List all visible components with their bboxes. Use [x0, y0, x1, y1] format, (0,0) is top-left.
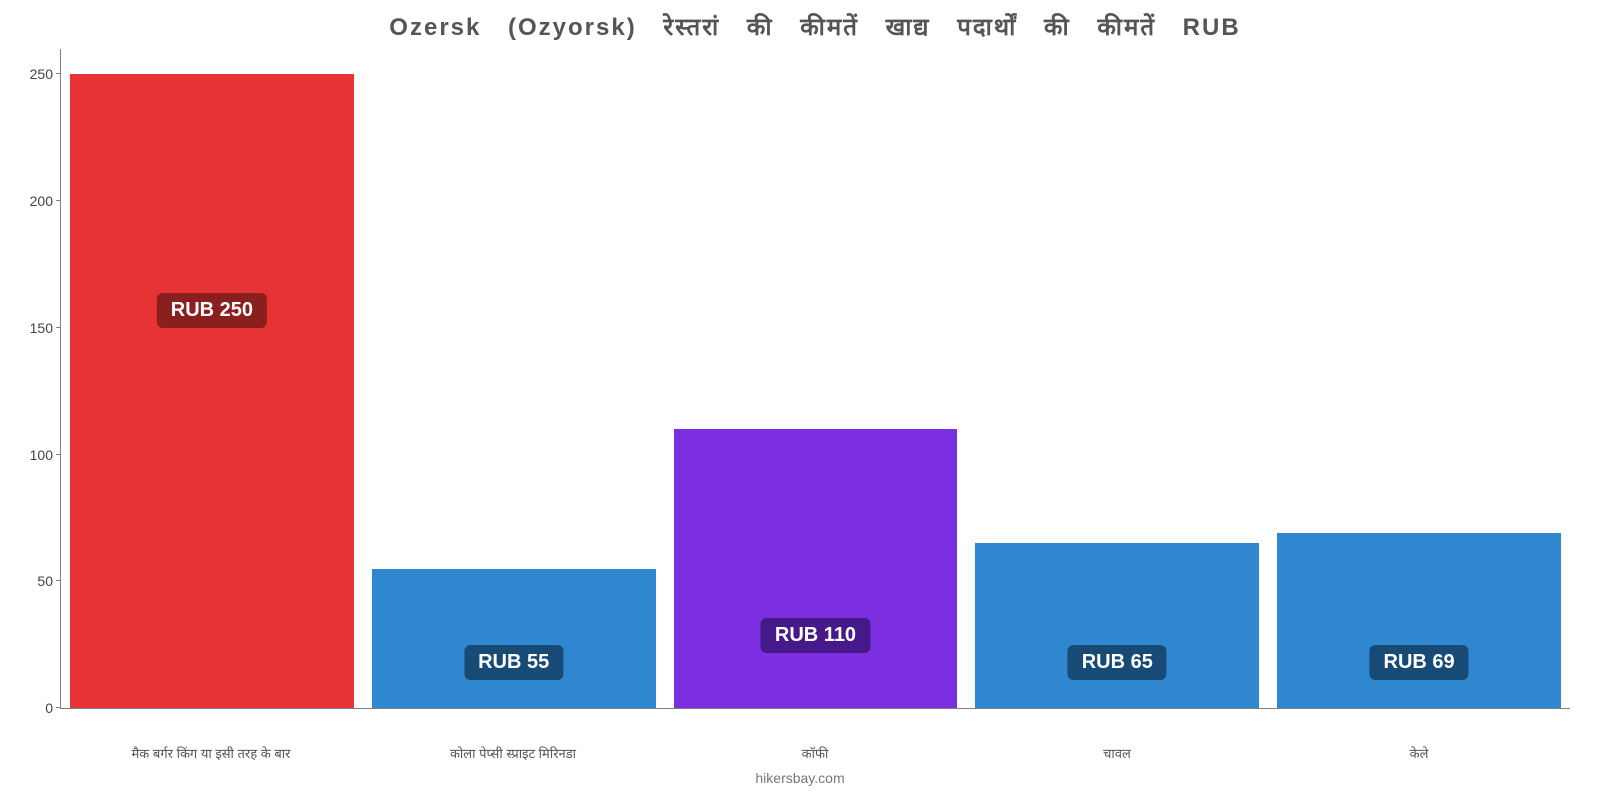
y-tick-mark	[56, 454, 61, 455]
y-tick-label: 200	[11, 193, 53, 209]
bar: RUB 55	[372, 569, 656, 708]
y-tick-label: 100	[11, 447, 53, 463]
x-axis-label: चावल	[966, 744, 1268, 762]
y-tick-label: 50	[11, 573, 53, 589]
x-axis-labels: मैक बर्गर किंग या इसी तरह के बारकोला पेप…	[60, 744, 1570, 762]
y-tick-mark	[56, 707, 61, 708]
x-axis-label: केले	[1268, 744, 1570, 762]
bar: RUB 65	[975, 543, 1259, 708]
x-axis-label: कॉफी	[664, 744, 966, 762]
bar-value-badge: RUB 69	[1370, 645, 1469, 680]
bars-container: RUB 250 RUB 55 RUB 110 RUB 65 RUB 69	[61, 49, 1570, 708]
chart-title: Ozersk (Ozyorsk) रेस्तरां की कीमतें खाद्…	[60, 10, 1570, 43]
y-tick-mark	[56, 200, 61, 201]
bar-value-badge: RUB 110	[761, 618, 870, 653]
bar-slot: RUB 65	[966, 49, 1268, 708]
plot-area: RUB 250RUB 55RUB 110RUB 65RUB 69 0501001…	[60, 49, 1570, 709]
x-axis-label: कोला पेप्सी स्प्राइट मिरिनडा	[362, 744, 664, 762]
y-tick-label: 0	[11, 700, 53, 716]
bar-slot: RUB 69	[1268, 49, 1570, 708]
y-tick-mark	[56, 580, 61, 581]
attribution-text: hikersbay.com	[0, 770, 1600, 786]
y-tick-label: 150	[11, 320, 53, 336]
bar-slot: RUB 110	[665, 49, 967, 708]
x-axis-label: मैक बर्गर किंग या इसी तरह के बार	[60, 744, 362, 762]
y-tick-mark	[56, 73, 61, 74]
bar: RUB 110	[674, 429, 958, 708]
y-tick-mark	[56, 327, 61, 328]
bar-slot: RUB 250	[61, 49, 363, 708]
price-bar-chart: Ozersk (Ozyorsk) रेस्तरां की कीमतें खाद्…	[0, 0, 1600, 800]
bar-value-badge: RUB 55	[464, 645, 563, 680]
bar: RUB 69	[1277, 533, 1561, 708]
y-tick-label: 250	[11, 66, 53, 82]
bar: RUB 250	[70, 74, 354, 708]
bar-slot: RUB 55	[363, 49, 665, 708]
bar-value-badge: RUB 65	[1068, 645, 1167, 680]
bar-value-badge: RUB 250	[157, 293, 267, 328]
